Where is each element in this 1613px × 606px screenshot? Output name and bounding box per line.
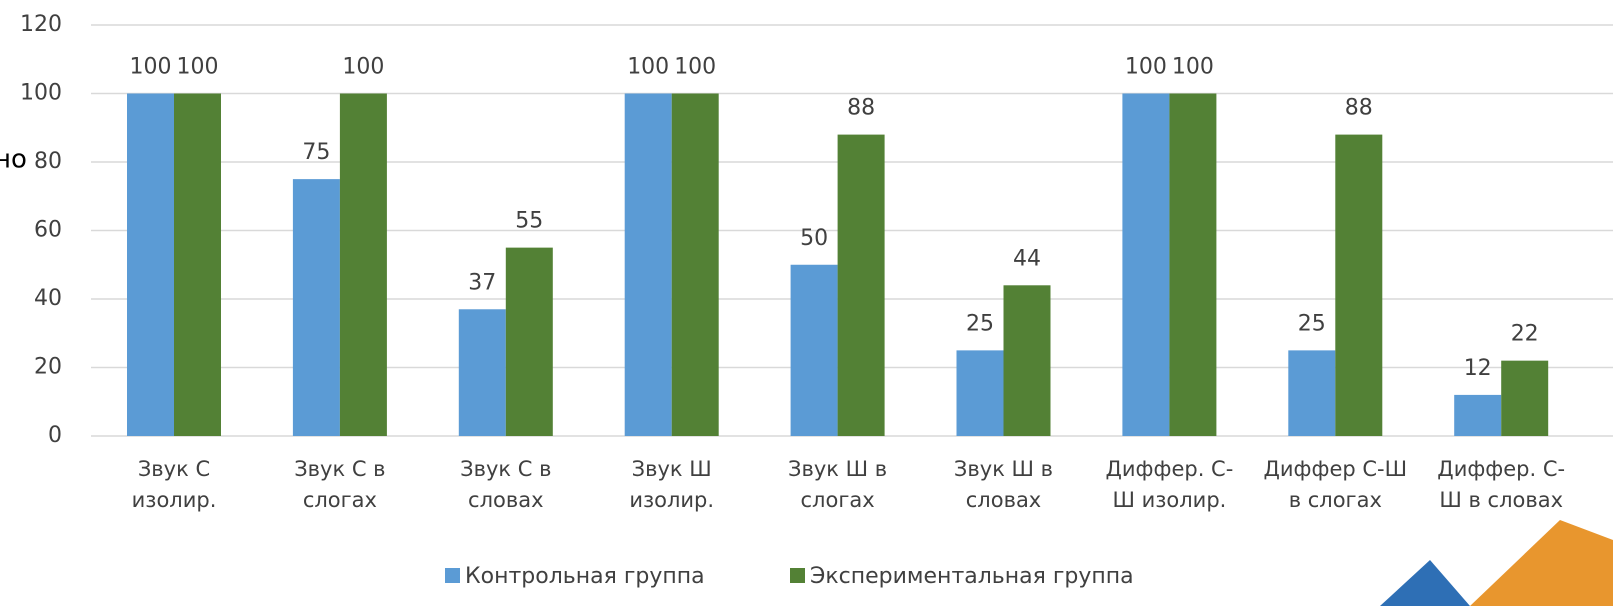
data-label: 100 (674, 55, 716, 80)
y-tick-label: 80 (34, 149, 62, 174)
x-tick-label: Звук Ш изолир. (597, 454, 747, 516)
data-label: 44 (1013, 246, 1041, 271)
bar (459, 309, 506, 436)
bar (506, 248, 553, 436)
bar (1169, 94, 1216, 437)
bar (1454, 395, 1501, 436)
bar (1004, 285, 1051, 436)
bar (672, 94, 719, 437)
data-label: 25 (966, 311, 994, 336)
data-label: 88 (1345, 96, 1373, 121)
bar (957, 350, 1004, 436)
bar (1501, 361, 1548, 436)
x-tick-label: Звук Ш в слогах (763, 454, 913, 516)
bar (340, 94, 387, 437)
data-label: 100 (627, 55, 669, 80)
data-label: 100 (130, 55, 172, 80)
legend-swatch (790, 568, 805, 583)
data-label: 25 (1298, 311, 1326, 336)
y-tick-label: 0 (48, 423, 62, 448)
bar (1288, 350, 1335, 436)
data-label: 12 (1464, 356, 1492, 381)
bar (1335, 135, 1382, 436)
x-tick-label: Диффер. С-Ш изолир. (1094, 454, 1244, 516)
x-tick-label: Звук С в слогах (265, 454, 415, 516)
legend-label: Контрольная группа (465, 564, 705, 589)
bar (127, 94, 174, 437)
bar (174, 94, 221, 437)
y-tick-label: 120 (20, 12, 62, 37)
x-tick-label: Звук С в словах (431, 454, 581, 516)
decoration (1380, 560, 1470, 606)
data-label: 100 (1172, 55, 1214, 80)
data-label: 50 (800, 226, 828, 251)
data-label: 55 (515, 209, 543, 234)
y-tick-label: 20 (34, 355, 62, 380)
data-label: 37 (468, 270, 496, 295)
page: но 0204060801001201001007510037551001005… (0, 0, 1613, 606)
x-tick-label: Диффер С-Ш в слогах (1260, 454, 1410, 516)
decoration (1470, 520, 1613, 606)
bar (1122, 94, 1169, 437)
bar (791, 265, 838, 436)
data-label: 100 (342, 55, 384, 80)
data-label: 88 (847, 96, 875, 121)
data-label: 100 (177, 55, 219, 80)
x-tick-label: Звук Ш в словах (929, 454, 1079, 516)
bar (838, 135, 885, 436)
y-tick-label: 60 (34, 218, 62, 243)
data-label: 22 (1511, 322, 1539, 347)
axis-title: но (0, 145, 27, 175)
legend-swatch (445, 568, 460, 583)
bar (625, 94, 672, 437)
y-tick-label: 40 (34, 286, 62, 311)
bar (293, 179, 340, 436)
data-label: 100 (1125, 55, 1167, 80)
legend-label: Экспериментальная группа (810, 564, 1134, 589)
data-label: 75 (302, 140, 330, 165)
x-tick-label: Звук С изолир. (99, 454, 249, 516)
x-tick-label: Диффер. С-Ш в словах (1426, 454, 1576, 516)
y-tick-label: 100 (20, 81, 62, 106)
